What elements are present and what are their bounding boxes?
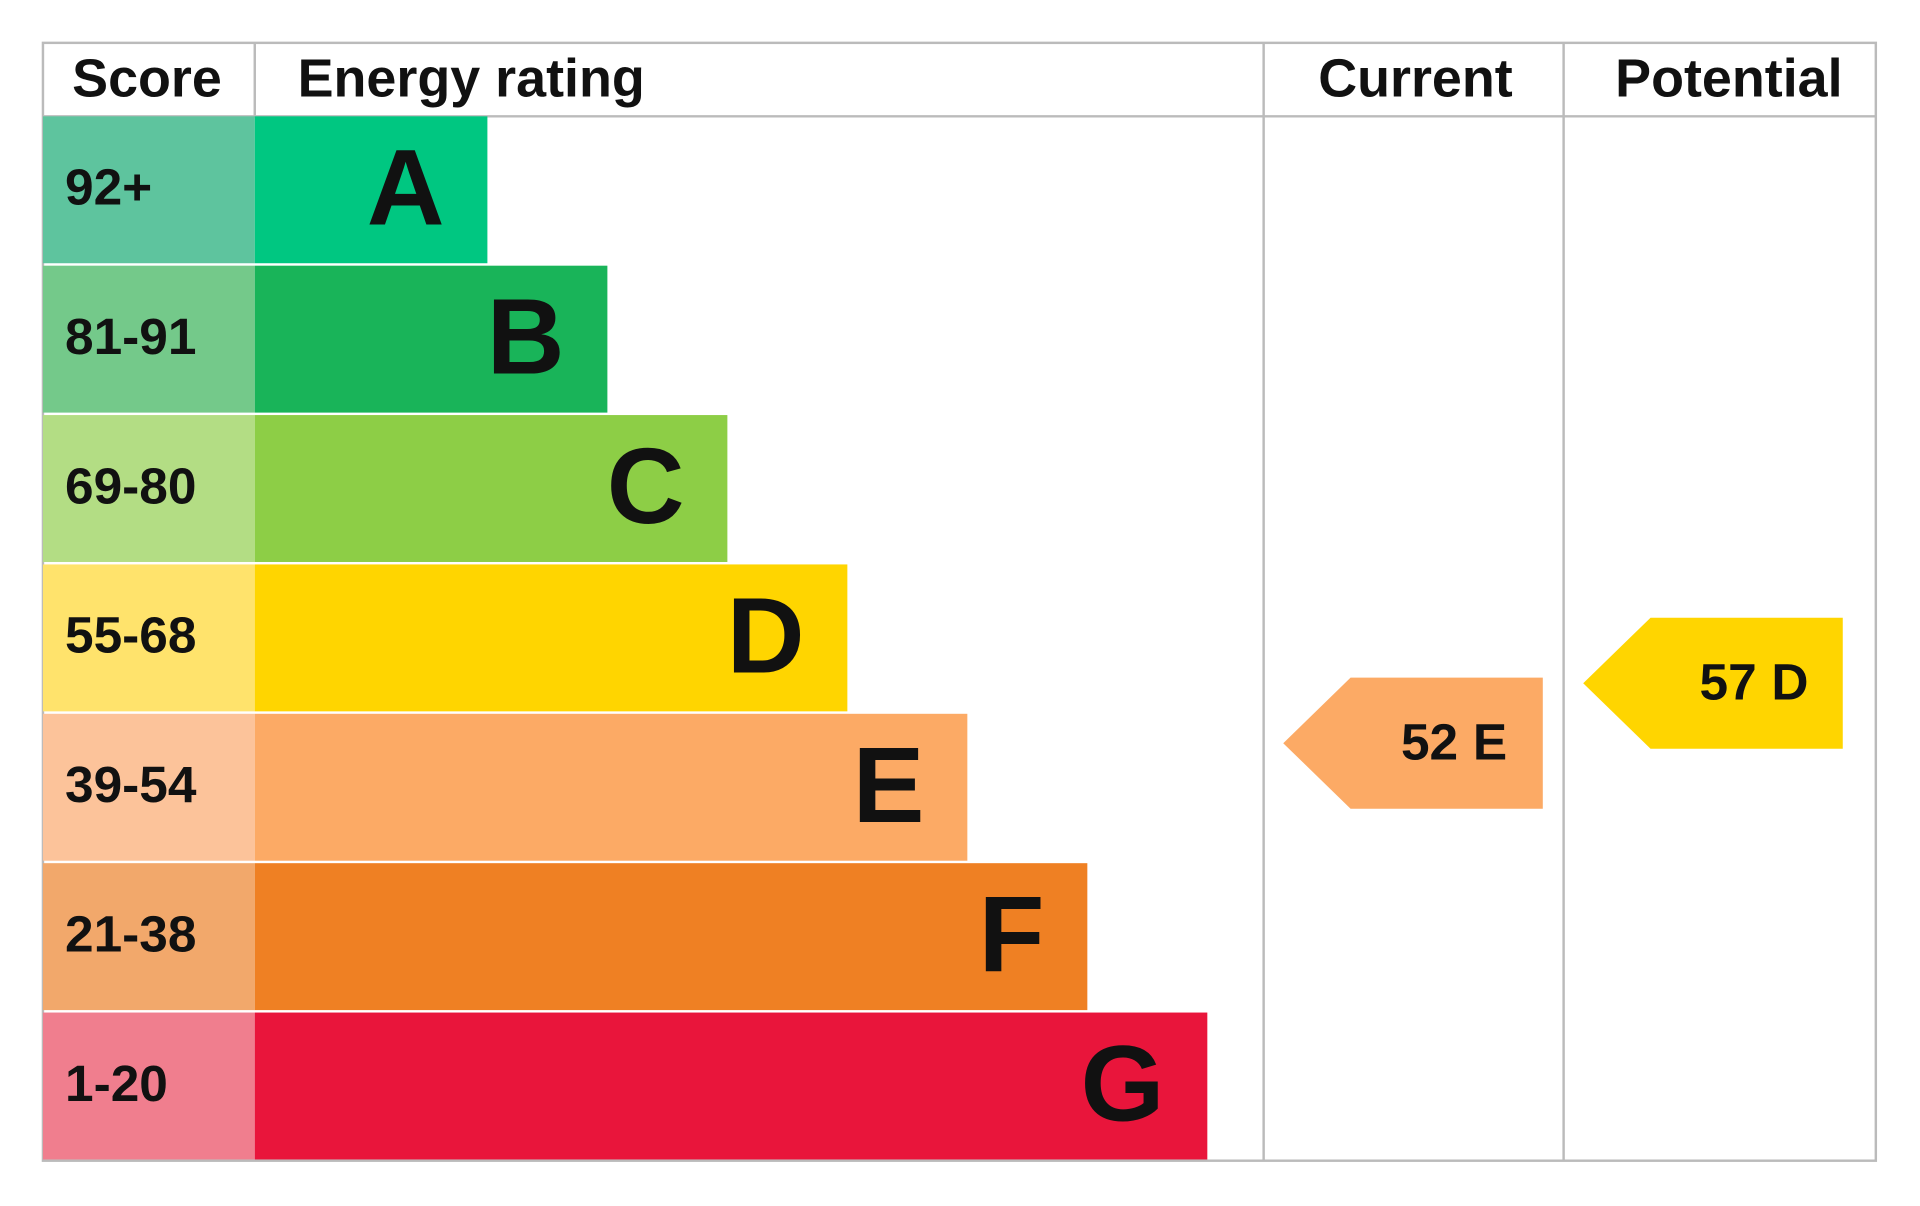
- arrow-rating: D: [1771, 652, 1808, 710]
- rating-bar: [254, 265, 608, 413]
- rating-bar: [254, 116, 488, 264]
- arrow-rating: E: [1473, 712, 1507, 770]
- score-range: 92+: [65, 158, 152, 216]
- score-cell: [42, 863, 255, 1011]
- arrow-score: 52: [1401, 712, 1458, 770]
- score-cell: [42, 116, 255, 264]
- score-cell: [42, 564, 255, 712]
- rating-letter: B: [487, 276, 565, 397]
- rating-letter: G: [1081, 1023, 1165, 1144]
- rating-bar: [254, 564, 848, 712]
- score-range: 21-38: [65, 904, 196, 962]
- score-range: 81-91: [65, 307, 196, 365]
- header-potential: Potential: [1615, 48, 1842, 108]
- rating-bar: [254, 863, 1088, 1011]
- score-cell: [42, 415, 255, 562]
- rating-bar: [254, 415, 728, 562]
- header-rating: Energy rating: [298, 48, 645, 108]
- rating-bar: [254, 1012, 1208, 1160]
- arrow-shape: [1283, 677, 1543, 809]
- rating-letter: C: [607, 425, 685, 546]
- potential-arrow: 57 D: [1583, 617, 1843, 749]
- score-range: 69-80: [65, 456, 196, 514]
- score-range: 1-20: [65, 1054, 168, 1112]
- header-current: Current: [1318, 48, 1513, 108]
- arrow-shape: [1583, 617, 1843, 749]
- arrow-score: 57: [1699, 652, 1756, 710]
- rating-letter: E: [853, 724, 925, 845]
- rating-letter: A: [367, 126, 445, 247]
- rating-bar: [254, 713, 968, 861]
- arrow-label: 52 E: [1401, 712, 1507, 770]
- header-score: Score: [72, 48, 222, 108]
- score-cell: [42, 713, 255, 861]
- rating-letter: D: [727, 574, 805, 695]
- score-cell: [42, 265, 255, 413]
- arrow-label: 57 D: [1699, 652, 1808, 710]
- score-range: 39-54: [65, 755, 197, 813]
- rating-letter: F: [979, 873, 1045, 994]
- current-arrow: 52 E: [1283, 677, 1543, 809]
- score-range: 55-68: [65, 606, 196, 664]
- score-cell: [42, 1012, 255, 1160]
